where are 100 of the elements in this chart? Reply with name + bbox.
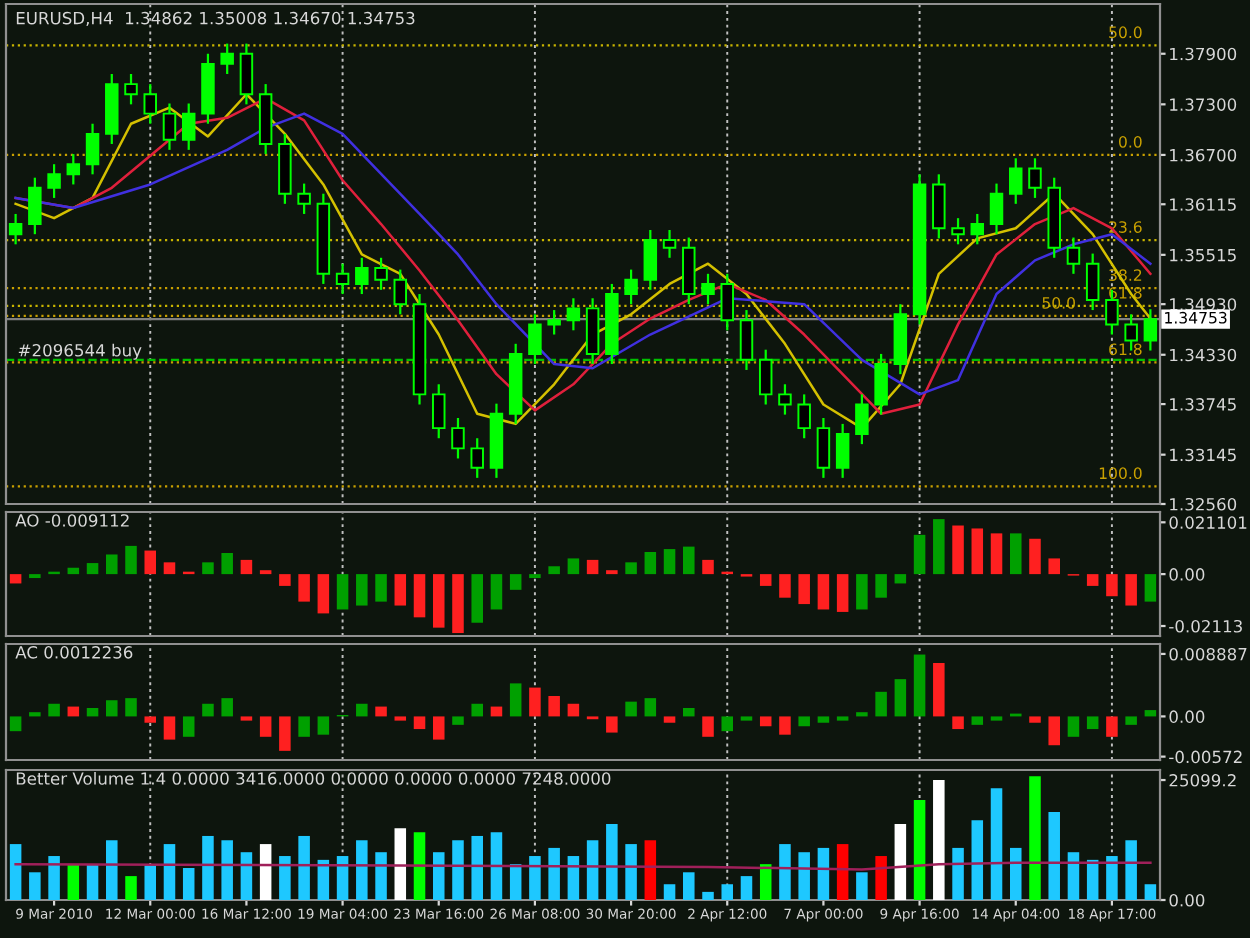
- bar: [586, 840, 599, 900]
- bar: [721, 884, 734, 900]
- y-tick-label: 1.35515: [1170, 248, 1236, 262]
- bar: [240, 559, 253, 575]
- candlestick: [85, 122, 100, 176]
- bar: [894, 824, 907, 900]
- bar: [413, 716, 426, 730]
- candlestick: [528, 313, 542, 366]
- bar: [413, 574, 426, 618]
- bar: [144, 550, 157, 575]
- candlestick: [143, 82, 157, 125]
- bar: [1125, 574, 1137, 606]
- y-tick-label: 1.37300: [1170, 98, 1237, 111]
- candlestick: [720, 272, 734, 332]
- candlestick: [758, 348, 773, 406]
- candlestick: [220, 42, 234, 76]
- bar: [509, 683, 522, 717]
- bar: [836, 844, 849, 900]
- bar: [413, 832, 426, 900]
- bar: [1086, 574, 1099, 586]
- bar: [971, 820, 984, 900]
- candlestick: [797, 393, 811, 440]
- bar: [1086, 716, 1099, 730]
- bar: [509, 864, 522, 900]
- bar: [163, 716, 176, 740]
- candlestick: [335, 262, 350, 296]
- candlestick: [470, 437, 484, 479]
- bar: [375, 852, 387, 900]
- candlestick: [1009, 157, 1023, 205]
- bar: [317, 716, 330, 735]
- bar: [452, 840, 464, 900]
- bar: [125, 876, 137, 900]
- bar: [279, 574, 291, 586]
- bar: [702, 891, 714, 900]
- bar: [663, 716, 676, 723]
- candlestick: [624, 268, 638, 306]
- bar: [856, 574, 868, 610]
- bar: [933, 662, 945, 717]
- y-tick-label: 0.00: [1169, 710, 1205, 723]
- candlestick: [932, 173, 946, 240]
- chart-title: Better Volume 1.4 0.0000 3416.0000 0.0000 0.0000 0.0000 7248.0000: [16, 771, 611, 785]
- bar: [432, 852, 445, 900]
- bar: [663, 549, 676, 575]
- bar: [86, 707, 99, 717]
- y-tick-label: 25099.2: [1169, 774, 1236, 787]
- candlestick: [855, 393, 869, 446]
- candlestick: [239, 42, 254, 106]
- bar: [394, 828, 407, 900]
- bar: [702, 559, 714, 575]
- bar: [471, 574, 483, 623]
- bar: [740, 876, 753, 900]
- bar: [221, 553, 233, 575]
- candlestick: [643, 228, 658, 291]
- bar: [1067, 852, 1080, 900]
- bar: [106, 554, 118, 575]
- y-tick-label: 0.021101: [1169, 516, 1247, 529]
- bar: [759, 574, 772, 586]
- bar: [1144, 574, 1157, 602]
- bar: [548, 696, 560, 717]
- bar: [759, 864, 772, 900]
- bar: [298, 716, 310, 737]
- y-tick-label: 1.34330: [1170, 348, 1237, 362]
- bar: [163, 844, 176, 900]
- bar: [48, 703, 60, 717]
- chart-title: AC 0.0012236: [15, 646, 133, 659]
- bar: [567, 558, 580, 575]
- bar: [298, 835, 310, 900]
- bar: [9, 716, 22, 732]
- bar: [798, 852, 810, 900]
- bar: [644, 840, 657, 900]
- bar: [971, 716, 984, 725]
- bar: [144, 864, 157, 900]
- bar: [625, 562, 637, 575]
- chart-title: AO -0.009112: [15, 514, 129, 527]
- candlestick: [585, 297, 600, 366]
- bar: [375, 574, 387, 602]
- candlestick: [1028, 157, 1042, 200]
- bar: [1125, 840, 1137, 900]
- y-tick-label: 1.33145: [1170, 448, 1236, 462]
- candlestick: [1085, 252, 1100, 312]
- candlestick: [970, 212, 985, 246]
- candlestick: [451, 416, 465, 460]
- bar: [317, 574, 330, 614]
- candlestick: [1143, 308, 1158, 352]
- bar: [432, 716, 445, 740]
- bar: [875, 691, 887, 717]
- bar: [702, 716, 714, 737]
- bar: [990, 788, 1003, 900]
- bar: [894, 574, 907, 584]
- candlestick: [162, 102, 177, 151]
- candlestick: [8, 212, 23, 246]
- bar: [125, 545, 137, 575]
- bar: [509, 574, 522, 590]
- bar: [182, 867, 195, 900]
- bar: [779, 716, 791, 735]
- candlestick: [662, 228, 677, 259]
- bar: [683, 707, 695, 717]
- candlestick: [989, 182, 1004, 236]
- bar: [1048, 716, 1060, 746]
- candlestick: [778, 383, 792, 416]
